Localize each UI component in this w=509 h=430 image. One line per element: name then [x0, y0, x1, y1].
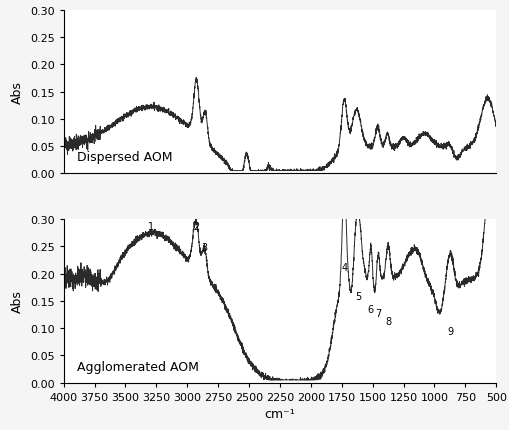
Text: Agglomerated AOM: Agglomerated AOM: [76, 360, 199, 373]
Text: 7: 7: [375, 309, 381, 319]
Text: 2: 2: [193, 221, 199, 231]
Text: 8: 8: [385, 316, 391, 326]
Text: 5: 5: [355, 291, 361, 301]
Text: 1: 1: [148, 221, 154, 231]
X-axis label: cm⁻¹: cm⁻¹: [265, 407, 295, 420]
Y-axis label: Abs: Abs: [11, 290, 24, 313]
Text: 4: 4: [341, 263, 347, 273]
Text: 6: 6: [367, 304, 374, 314]
Text: Dispersed AOM: Dispersed AOM: [76, 151, 172, 164]
Text: 3: 3: [202, 242, 208, 252]
Y-axis label: Abs: Abs: [11, 81, 24, 104]
Text: 9: 9: [447, 326, 454, 337]
